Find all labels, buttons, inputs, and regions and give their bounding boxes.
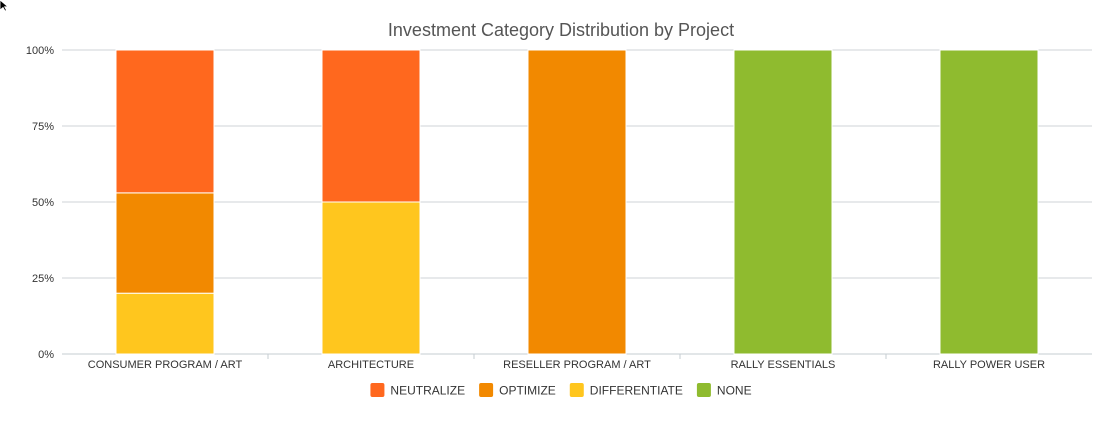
y-tick-label: 25% (32, 273, 54, 285)
bar-segment-neutralize[interactable] (115, 49, 215, 194)
y-tick-label: 50% (32, 197, 54, 209)
y-tick-label: 100% (26, 45, 54, 57)
legend-item-neutralize[interactable]: NEUTRALIZE (370, 383, 465, 398)
legend-swatch (479, 383, 494, 397)
legend-swatch (696, 383, 711, 397)
legend-label: DIFFERENTIATE (590, 384, 683, 398)
bar-segment-differentiate[interactable] (321, 201, 421, 355)
legend-label: NONE (717, 384, 752, 398)
legend-item-optimize[interactable]: OPTIMIZE (479, 383, 556, 398)
bar-segment-none[interactable] (939, 49, 1039, 355)
legend-item-differentiate[interactable]: DIFFERENTIATE (569, 383, 683, 398)
y-tick-label: 0% (38, 349, 54, 361)
legend-swatch (569, 383, 584, 397)
legend-swatch (370, 383, 385, 397)
mouse-cursor-icon (0, 0, 10, 12)
bar-segment-optimize[interactable] (115, 192, 215, 294)
bars (115, 49, 1039, 355)
x-tick-label: ARCHITECTURE (328, 359, 414, 371)
x-tick-label: RALLY POWER USER (933, 359, 1045, 371)
legend: NEUTRALIZE OPTIMIZE DIFFERENTIATE NONE (370, 383, 752, 398)
chart-title: Investment Category Distribution by Proj… (388, 20, 734, 40)
bar-segment-differentiate[interactable] (115, 292, 215, 355)
bar-segment-neutralize[interactable] (321, 49, 421, 203)
x-tick-label: RESELLER PROGRAM / ART (503, 359, 651, 371)
legend-item-none[interactable]: NONE (696, 383, 752, 398)
x-tick-label: RALLY ESSENTIALS (731, 359, 836, 371)
legend-label: NEUTRALIZE (390, 384, 465, 398)
bar-segment-none[interactable] (733, 49, 833, 355)
y-tick-label: 75% (32, 121, 54, 133)
x-tick-label: CONSUMER PROGRAM / ART (88, 359, 243, 371)
x-axis: CONSUMER PROGRAM / ART ARCHITECTURE RESELL… (88, 354, 1045, 371)
legend-label: OPTIMIZE (499, 384, 556, 398)
bar-segment-optimize[interactable] (527, 49, 627, 355)
y-axis: 0% 25% 50% 75% 100% (26, 45, 54, 361)
